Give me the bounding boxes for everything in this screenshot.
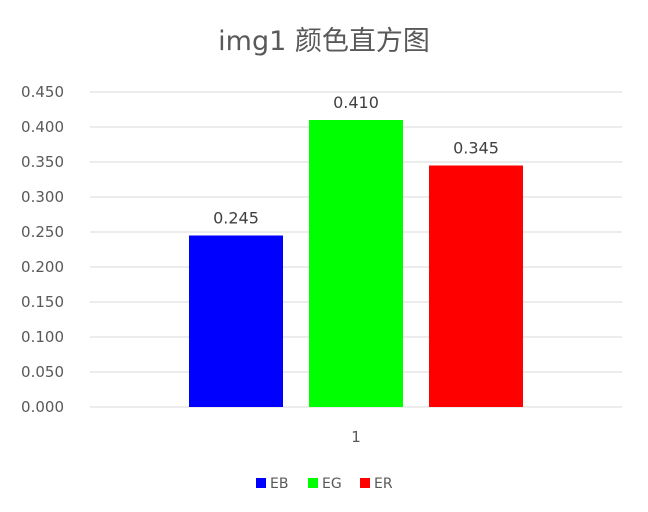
x-axis-tick-labels: 1 bbox=[351, 428, 361, 446]
legend-swatch-eg bbox=[308, 478, 318, 488]
y-tick-label: 0.250 bbox=[21, 223, 64, 241]
data-label-er: 0.345 bbox=[453, 139, 499, 158]
y-tick-label: 0.300 bbox=[21, 188, 64, 206]
bar-eg bbox=[309, 120, 403, 407]
legend-label-eg: EG bbox=[322, 476, 342, 492]
legend-label-er: ER bbox=[374, 476, 393, 492]
legend-label-eb: EB bbox=[270, 476, 288, 492]
y-tick-label: 0.050 bbox=[21, 363, 64, 381]
y-axis-tick-labels: 0.000 0.050 0.100 0.150 0.200 0.250 0.300 0.350… bbox=[21, 83, 64, 416]
y-tick-label: 0.100 bbox=[21, 328, 64, 346]
bar-eb bbox=[189, 236, 283, 408]
bar-er bbox=[429, 166, 523, 408]
data-label-eg: 0.410 bbox=[333, 93, 379, 112]
legend-swatch-er bbox=[360, 478, 370, 488]
y-tick-label: 0.450 bbox=[21, 83, 64, 101]
bars bbox=[189, 120, 523, 407]
y-tick-label: 0.150 bbox=[21, 293, 64, 311]
y-tick-label: 0.350 bbox=[21, 153, 64, 171]
y-tick-label: 0.400 bbox=[21, 118, 64, 136]
data-label-eb: 0.245 bbox=[213, 209, 259, 228]
x-tick-label: 1 bbox=[351, 428, 361, 446]
legend: EB EG ER bbox=[256, 476, 393, 492]
y-tick-label: 0.000 bbox=[21, 398, 64, 416]
chart-title: img1 颜色直方图 bbox=[218, 26, 430, 57]
legend-swatch-eb bbox=[256, 478, 266, 488]
y-tick-label: 0.200 bbox=[21, 258, 64, 276]
